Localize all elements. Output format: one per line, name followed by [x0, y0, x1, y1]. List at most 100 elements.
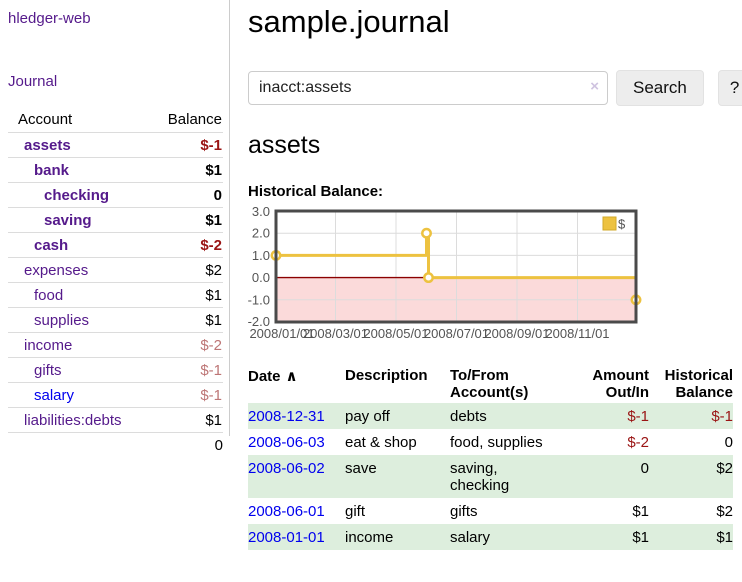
transaction-amount: $-1 [568, 403, 649, 429]
transaction-description: gift [345, 503, 366, 520]
clear-search-icon[interactable]: × [590, 78, 599, 95]
account-row-saving: saving $1 [8, 207, 223, 233]
y-tick-label: 0.0 [252, 270, 270, 285]
y-tick-label: 1.0 [252, 248, 270, 263]
y-tick-label: -2.0 [248, 314, 270, 329]
account-link[interactable]: food [34, 287, 64, 304]
chart-border [274, 209, 638, 324]
sidebar: hledger-web Journal Account Balance asse… [0, 0, 230, 457]
account-balance: $1 [152, 307, 223, 333]
account-balance: $-1 [152, 382, 223, 408]
y-tick-label: -1.0 [248, 292, 270, 307]
legend-swatch-icon [602, 216, 617, 231]
register-table: Date ∧ Description To/From Account(s) Amou… [248, 365, 733, 550]
account-heading: assets [248, 131, 321, 159]
register-row: 2008-01-01 income salary $1 $1 [248, 524, 733, 550]
transaction-accounts: saving, checking [450, 455, 568, 498]
accounts-total-value: 0 [152, 432, 223, 457]
main-content: sample.journal × Search ? assets Histori… [231, 0, 742, 550]
transaction-date-link[interactable]: 2008-06-01 [248, 503, 325, 520]
sidebar-item-journal[interactable]: Journal [8, 73, 58, 90]
account-link[interactable]: supplies [34, 312, 90, 329]
sort-ascending-icon: ∧ [285, 368, 298, 385]
account-balance: $1 [152, 157, 223, 183]
x-tick-label: 2008/11/01 [545, 326, 609, 341]
transaction-accounts: debts [450, 403, 568, 429]
account-row-salary: salary $-1 [8, 382, 223, 408]
accounts-header-account: Account [18, 111, 73, 128]
account-link[interactable]: assets [24, 137, 71, 154]
chart-y-axis: 3.0 2.0 1.0 0.0 -1.0 -2.0 [248, 204, 270, 329]
page-title: sample.journal [248, 4, 450, 39]
transaction-balance: 0 [724, 434, 733, 451]
transaction-description: income [345, 524, 450, 550]
account-link[interactable]: bank [34, 162, 70, 179]
register-row: 2008-06-03 eat & shop food, supplies $-2… [248, 429, 733, 455]
x-tick-label: 2008/05/01 [363, 326, 428, 341]
account-link[interactable]: gifts [34, 362, 62, 379]
account-balance: $1 [152, 207, 223, 233]
transaction-balance: $2 [649, 455, 733, 498]
register-header-balance: Historical Balance [664, 367, 733, 401]
search-help-button[interactable]: ? [717, 70, 742, 106]
account-link[interactable]: checking [44, 187, 110, 204]
transaction-date-link[interactable]: 2008-06-03 [248, 434, 325, 451]
transaction-accounts: food, supplies [450, 434, 543, 451]
account-row-cash: cash $-2 [8, 232, 223, 258]
account-link[interactable]: cash [34, 237, 69, 254]
register-row: 2008-12-31 pay off debts $-1 $-1 [248, 403, 733, 429]
account-link[interactable]: income [24, 337, 73, 354]
transaction-accounts: salary [450, 524, 568, 550]
account-balance: $-2 [152, 332, 223, 358]
account-row-checking: checking 0 [8, 182, 223, 208]
account-balance: $2 [152, 257, 223, 283]
search-bar: × Search ? [248, 70, 742, 106]
brand-link[interactable]: hledger-web [8, 10, 91, 27]
transaction-amount: $1 [568, 524, 649, 550]
search-input[interactable] [248, 71, 608, 105]
x-tick-label: 2008/01/01 [249, 326, 314, 341]
transaction-date-link[interactable]: 2008-06-02 [248, 460, 325, 477]
transaction-date-link[interactable]: 2008-01-01 [248, 529, 325, 546]
account-balance: $1 [152, 407, 223, 433]
search-button[interactable]: Search [616, 70, 704, 106]
accounts-table: Account Balance assets $-1 bank $1 checkin… [8, 106, 223, 457]
data-point-marker [423, 272, 434, 284]
transaction-amount: $-2 [627, 434, 649, 451]
account-row-bank: bank $1 [8, 157, 223, 183]
account-balance: $-1 [152, 357, 223, 383]
register-header-date[interactable]: Date ∧ [248, 368, 298, 385]
transaction-date-link[interactable]: 2008-12-31 [248, 408, 325, 425]
register-row: 2008-06-01 gift gifts $1 $2 [248, 498, 733, 524]
account-balance: $1 [152, 282, 223, 308]
register-header-accounts: To/From Account(s) [450, 367, 529, 401]
account-link[interactable]: expenses [24, 262, 89, 279]
account-link[interactable]: salary [34, 387, 75, 404]
transaction-balance: $1 [649, 524, 733, 550]
account-link[interactable]: liabilities:debts [24, 412, 122, 429]
account-balance: 0 [152, 182, 223, 208]
x-tick-label: 2008/09/01 [484, 326, 549, 341]
chart-title: Historical Balance: [248, 183, 384, 200]
transaction-description: pay off [345, 403, 450, 429]
x-tick-label: 2008/03/01 [303, 326, 368, 341]
accounts-total-row: 0 [8, 432, 223, 457]
account-row-supplies: supplies $1 [8, 307, 223, 333]
account-row-assets: assets $-1 [8, 132, 223, 158]
chart-legend: $ [602, 216, 626, 232]
chart-x-axis: 2008/01/01 2008/03/01 2008/05/01 2008/07… [249, 326, 609, 341]
data-point-marker [421, 227, 432, 239]
y-tick-label: 2.0 [252, 226, 270, 241]
accounts-header-balance: Balance [167, 111, 222, 128]
account-row-liabilities-debts: liabilities:debts $1 [8, 407, 223, 433]
register-row: 2008-06-02 save saving, checking 0 $2 [248, 455, 733, 498]
transaction-balance: $-1 [649, 403, 733, 429]
historical-balance-chart: $ 3.0 2.0 1.0 0.0 -1.0 -2.0 2008/01/01 2… [248, 204, 642, 341]
transaction-amount: $1 [632, 503, 649, 520]
account-link[interactable]: saving [44, 212, 92, 229]
y-tick-label: 3.0 [252, 204, 270, 219]
chart-point-markers [270, 227, 642, 306]
account-row-gifts: gifts $-1 [8, 357, 223, 383]
account-balance: $-2 [152, 232, 223, 258]
transaction-accounts: gifts [450, 503, 478, 520]
